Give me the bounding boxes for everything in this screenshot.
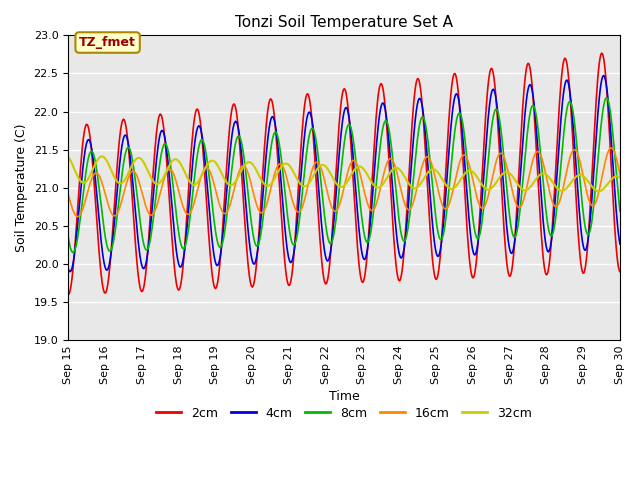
8cm <box>188 200 196 205</box>
4cm <box>64 265 72 271</box>
16cm <box>608 145 616 151</box>
8cm <box>75 226 83 232</box>
2cm <box>131 234 139 240</box>
32cm <box>595 189 602 194</box>
16cm <box>64 192 72 197</box>
4cm <box>66 269 74 275</box>
Text: TZ_fmet: TZ_fmet <box>79 36 136 49</box>
2cm <box>598 50 605 56</box>
8cm <box>616 208 624 214</box>
2cm <box>216 258 224 264</box>
2cm <box>412 87 419 93</box>
8cm <box>217 244 225 250</box>
Line: 8cm: 8cm <box>68 98 620 252</box>
4cm <box>75 207 83 213</box>
16cm <box>428 162 436 168</box>
16cm <box>74 214 81 219</box>
Legend: 2cm, 4cm, 8cm, 16cm, 32cm: 2cm, 4cm, 8cm, 16cm, 32cm <box>151 402 537 425</box>
32cm <box>64 154 72 160</box>
32cm <box>188 181 196 187</box>
16cm <box>412 190 420 196</box>
Line: 32cm: 32cm <box>68 156 620 192</box>
8cm <box>69 250 77 255</box>
8cm <box>428 178 436 183</box>
Line: 2cm: 2cm <box>68 53 620 295</box>
Title: Tonzi Soil Temperature Set A: Tonzi Soil Temperature Set A <box>235 15 453 30</box>
16cm <box>75 213 83 219</box>
8cm <box>64 234 72 240</box>
32cm <box>217 169 225 175</box>
X-axis label: Time: Time <box>329 390 360 403</box>
Line: 4cm: 4cm <box>68 76 620 272</box>
32cm <box>132 156 140 162</box>
2cm <box>428 241 435 247</box>
Line: 16cm: 16cm <box>68 148 620 216</box>
32cm <box>98 154 106 159</box>
16cm <box>217 205 225 211</box>
4cm <box>412 112 420 118</box>
8cm <box>412 150 420 156</box>
16cm <box>616 172 624 178</box>
4cm <box>428 215 436 221</box>
8cm <box>602 95 610 101</box>
4cm <box>217 249 225 255</box>
32cm <box>412 185 420 191</box>
2cm <box>616 269 624 275</box>
16cm <box>132 170 140 176</box>
4cm <box>600 73 608 79</box>
4cm <box>132 213 140 218</box>
32cm <box>74 174 82 180</box>
16cm <box>188 207 196 213</box>
4cm <box>188 169 196 175</box>
2cm <box>187 152 195 158</box>
32cm <box>428 167 436 172</box>
Y-axis label: Soil Temperature (C): Soil Temperature (C) <box>15 124 28 252</box>
2cm <box>74 198 82 204</box>
8cm <box>132 181 140 187</box>
32cm <box>616 175 624 180</box>
4cm <box>616 241 624 247</box>
2cm <box>64 292 72 298</box>
